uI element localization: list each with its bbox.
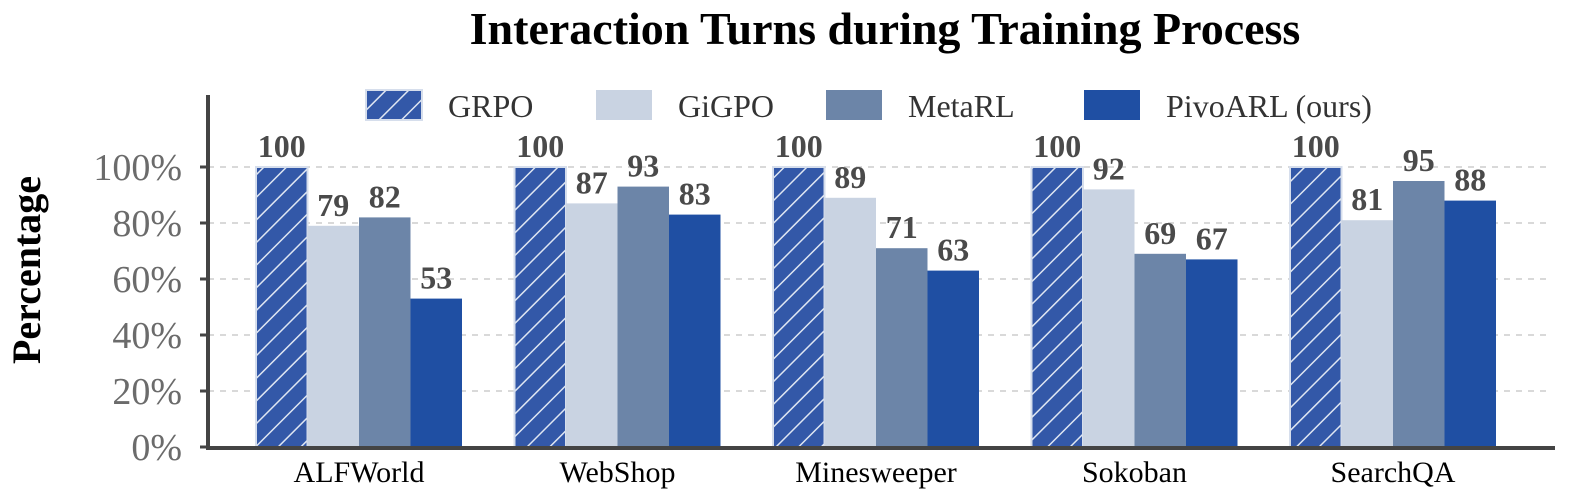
legend-swatch (1084, 90, 1140, 120)
bar-pivoarl-ours-minesweeper (927, 270, 979, 447)
bar-pivoarl-ours-webshop (669, 214, 721, 447)
data-label: 100 (775, 128, 823, 164)
legend-swatch (596, 90, 652, 120)
data-label: 100 (1033, 128, 1081, 164)
legend-label: PivoARL (ours) (1166, 88, 1372, 124)
bar-gigpo-webshop (566, 203, 618, 447)
data-label: 63 (937, 232, 969, 268)
bar-metarl-alfworld (359, 217, 411, 447)
bar-gigpo-minesweeper (824, 197, 876, 447)
bar-grpo-alfworld (255, 166, 309, 448)
y-tick-label: 60% (112, 259, 182, 301)
data-label: 92 (1093, 150, 1125, 186)
bar-metarl-searchqa (1393, 181, 1445, 447)
x-tick-label: WebShop (560, 456, 676, 489)
data-label: 89 (834, 159, 866, 195)
data-label: 87 (576, 164, 608, 200)
bar-gigpo-alfworld (307, 225, 359, 447)
bar-metarl-sokoban (1134, 253, 1186, 447)
bar-gigpo-sokoban (1083, 189, 1135, 447)
bar-metarl-webshop (617, 186, 669, 447)
bar-grpo-sokoban (1030, 166, 1084, 448)
legend-label: GRPO (448, 88, 533, 124)
data-label: 79 (317, 187, 349, 223)
bar-grpo-webshop (513, 166, 567, 448)
data-label: 81 (1351, 181, 1383, 217)
bar-gigpo-searchqa (1341, 220, 1393, 447)
y-tick-label: 0% (131, 427, 182, 469)
y-tick-label: 40% (112, 315, 182, 357)
data-label: 93 (627, 148, 659, 184)
data-label: 71 (886, 209, 918, 245)
y-tick-label: 100% (93, 147, 182, 189)
y-tick-label: 20% (112, 371, 182, 413)
bar-pivoarl-ours-sokoban (1186, 259, 1238, 447)
x-tick-label: SearchQA (1331, 456, 1456, 489)
legend-swatch (826, 90, 882, 120)
bar-pivoarl-ours-alfworld (410, 298, 462, 447)
bar-grpo-searchqa (1289, 166, 1343, 448)
data-label: 100 (1292, 128, 1340, 164)
legend-label: GiGPO (678, 88, 774, 124)
chart-title: Interaction Turns during Training Proces… (470, 3, 1301, 54)
data-label: 53 (420, 260, 452, 296)
x-tick-label: Sokoban (1082, 456, 1187, 489)
legend-swatch (365, 89, 423, 121)
x-tick-label: Minesweeper (795, 456, 957, 489)
legend: GRPO GiGPO MetaRL PivoARL (ours) (365, 88, 1372, 124)
data-labels: 100 79 82 53 100 87 93 83 100 89 71 63 100 92 69 67 100 8… (258, 128, 1487, 296)
legend-label: MetaRL (908, 88, 1015, 124)
x-tick-label: ALFWorld (294, 456, 425, 489)
data-label: 83 (679, 176, 711, 212)
data-label: 100 (516, 128, 564, 164)
y-tick-label: 80% (112, 203, 182, 245)
axes: 0% 20% 40% 60% 80% 100% ALFWorld WebShop Mineswe… (93, 95, 1555, 489)
bars (255, 166, 1496, 448)
data-label: 95 (1403, 142, 1435, 178)
y-axis-label: Percentage (4, 176, 49, 364)
data-label: 88 (1454, 162, 1486, 198)
bar-metarl-minesweeper (876, 248, 928, 447)
bar-grpo-minesweeper (772, 166, 826, 448)
bar-pivoarl-ours-searchqa (1444, 200, 1496, 447)
data-label: 100 (258, 128, 306, 164)
data-label: 69 (1144, 215, 1176, 251)
data-label: 82 (369, 178, 401, 214)
data-label: 67 (1196, 220, 1228, 256)
